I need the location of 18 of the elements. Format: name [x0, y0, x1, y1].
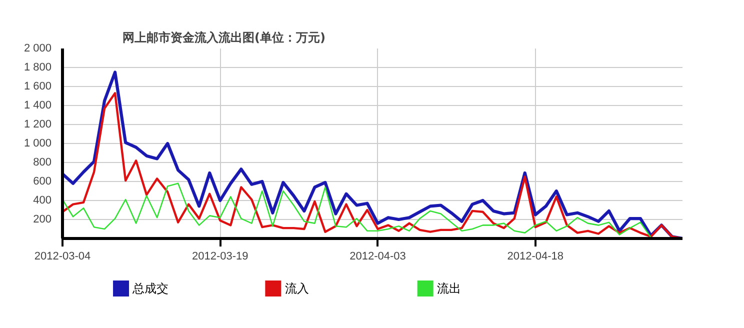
x-tick-label: 2012-03-04	[34, 250, 91, 262]
y-tick-label: 1 000	[24, 138, 52, 150]
legend-label: 流出	[437, 282, 462, 296]
y-tick-label: 400	[33, 194, 52, 206]
y-tick-label: 800	[33, 156, 52, 168]
y-tick-label: 1 200	[24, 118, 52, 130]
y-tick-label: 2 000	[24, 42, 52, 54]
chart-title: 网上邮市资金流入流出图(单位：万元)	[122, 30, 326, 44]
y-tick-label: 1 600	[24, 80, 52, 92]
x-tick-label: 2012-04-03	[350, 250, 406, 262]
x-tick-label: 2012-03-19	[192, 250, 248, 262]
x-tick-label: 2012-04-18	[507, 250, 564, 262]
legend-label: 总成交	[132, 282, 169, 296]
y-tick-label: 1 400	[24, 100, 52, 112]
y-tick-label: 1 800	[24, 62, 52, 74]
y-tick-label: 200	[33, 214, 52, 226]
y-tick-label: 600	[33, 176, 52, 188]
legend-label: 流入	[284, 282, 309, 296]
